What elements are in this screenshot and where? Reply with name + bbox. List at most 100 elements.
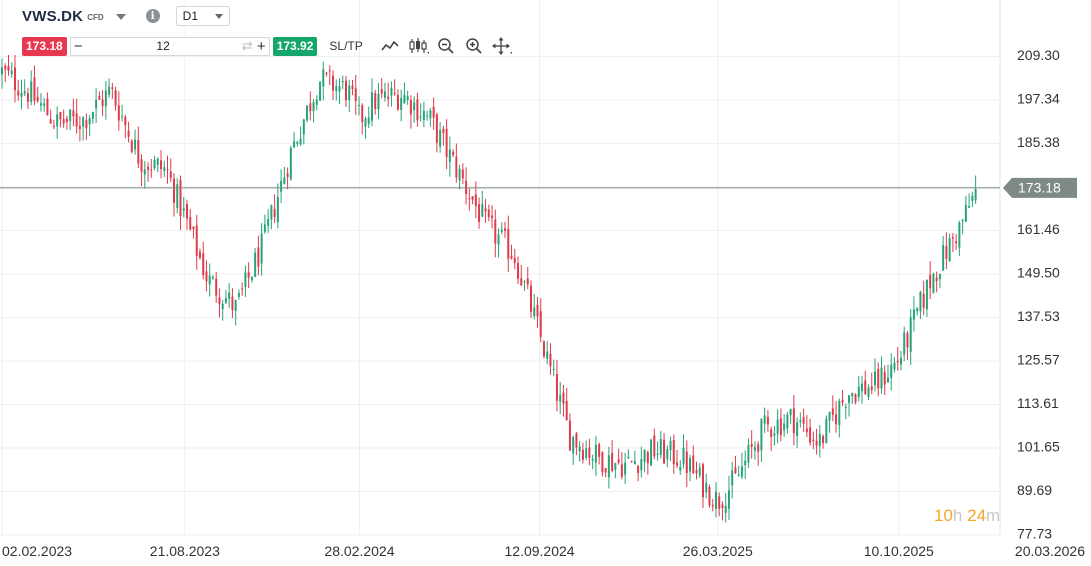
- candle: [442, 125, 445, 146]
- timeframe-select[interactable]: D1: [175, 6, 230, 26]
- candle: [844, 403, 847, 420]
- candle: [614, 462, 617, 479]
- candle: [494, 209, 497, 258]
- candle: [36, 86, 39, 103]
- candle: [789, 408, 792, 424]
- candle: [601, 451, 604, 477]
- candle: [143, 160, 146, 189]
- candle: [520, 264, 523, 287]
- candle: [906, 330, 909, 360]
- candle: [461, 163, 464, 185]
- quantity-decrease-button[interactable]: −: [73, 37, 83, 55]
- candle: [383, 82, 386, 102]
- candle: [974, 175, 977, 204]
- x-tick-label: 10.10.2025: [864, 543, 934, 559]
- candle: [640, 446, 643, 478]
- candle: [345, 75, 348, 107]
- candle: [195, 214, 198, 270]
- quantity-input[interactable]: [85, 39, 241, 53]
- sell-price-button[interactable]: 173.18: [22, 36, 67, 56]
- buy-price-button[interactable]: 173.92: [272, 36, 318, 56]
- candle: [465, 167, 468, 205]
- candle: [13, 54, 16, 103]
- candle: [205, 260, 208, 292]
- y-tick-label: 89.69: [1017, 482, 1052, 498]
- instrument-dropdown-chevron-icon[interactable]: [115, 14, 126, 20]
- candle: [98, 91, 101, 100]
- sltp-button[interactable]: SL/TP: [329, 39, 363, 53]
- candle: [257, 235, 260, 276]
- move-icon[interactable]: [489, 36, 515, 56]
- candle: [117, 91, 120, 131]
- candle: [176, 178, 179, 214]
- candle: [572, 435, 575, 466]
- candle: [562, 384, 565, 417]
- candle: [153, 155, 156, 171]
- chevron-down-icon: [214, 13, 223, 19]
- info-icon[interactable]: i: [145, 9, 160, 23]
- candle: [481, 190, 484, 217]
- line-chart-icon[interactable]: [377, 36, 403, 56]
- zoom-out-icon[interactable]: [433, 36, 459, 56]
- candle: [611, 440, 614, 473]
- candle: [224, 289, 227, 305]
- candle: [919, 290, 922, 319]
- candle: [607, 446, 610, 489]
- quantity-increase-button[interactable]: +: [256, 37, 266, 55]
- candle: [659, 431, 662, 459]
- candle: [899, 350, 902, 371]
- candle: [247, 262, 250, 289]
- candle: [140, 154, 143, 187]
- y-tick-label: 137.53: [1017, 308, 1060, 324]
- candle: [539, 298, 542, 343]
- candle: [763, 407, 766, 433]
- candle: [861, 375, 864, 404]
- candle: [312, 98, 315, 123]
- candle: [198, 248, 201, 260]
- candle: [111, 82, 114, 99]
- zoom-in-icon[interactable]: [461, 36, 487, 56]
- candle: [276, 183, 279, 229]
- candle: [705, 473, 708, 499]
- candle: [757, 441, 760, 466]
- candle: [685, 440, 688, 488]
- candle: [594, 436, 597, 477]
- countdown-minutes-unit: m: [986, 506, 1001, 525]
- candlestick-icon[interactable]: [405, 36, 431, 56]
- candle: [273, 194, 276, 224]
- swap-icon[interactable]: ⇄: [241, 38, 253, 53]
- candle: [815, 428, 818, 455]
- candle: [663, 432, 666, 465]
- candle: [565, 387, 568, 421]
- candle: [513, 248, 516, 270]
- candle: [458, 164, 461, 190]
- candle: [971, 191, 974, 208]
- candle: [4, 63, 7, 83]
- candle: [818, 425, 821, 458]
- candle: [698, 462, 701, 478]
- candle: [341, 75, 344, 90]
- candle: [65, 115, 68, 130]
- candle: [452, 149, 455, 158]
- candle: [299, 126, 302, 146]
- candle: [646, 450, 649, 475]
- candle: [792, 395, 795, 446]
- candle: [306, 105, 309, 123]
- candle: [432, 97, 435, 130]
- candle: [328, 65, 331, 86]
- y-tick-label: 125.57: [1017, 352, 1060, 368]
- candle: [147, 162, 150, 182]
- candle: [877, 362, 880, 397]
- candle: [968, 193, 971, 208]
- candle: [750, 430, 753, 459]
- candle: [620, 452, 623, 480]
- candle: [114, 86, 117, 111]
- candle: [156, 156, 159, 173]
- candle: [309, 91, 312, 121]
- candle: [406, 90, 409, 105]
- candle: [929, 261, 932, 300]
- candle: [964, 195, 967, 222]
- y-tick-label: 113.61: [1017, 395, 1059, 411]
- candle: [880, 356, 883, 394]
